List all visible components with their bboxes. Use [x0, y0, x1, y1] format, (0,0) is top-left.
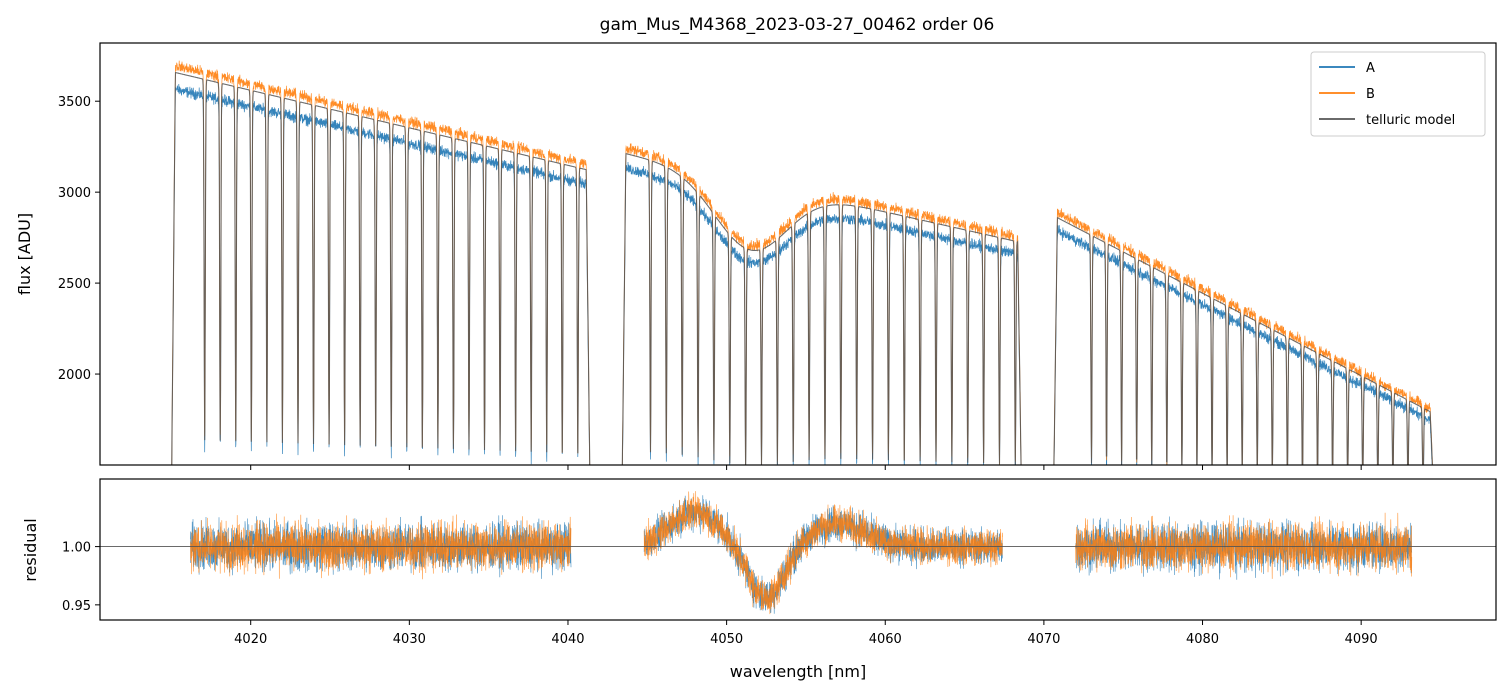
residual-y-tick-label: 0.95 [62, 599, 91, 614]
flux-panel: 2000 2500 3000 3500 flux [ADU] A B telluric… [15, 42, 1497, 470]
residual-axes-frame [99, 478, 1497, 621]
flux-y-tick-label: 2000 [58, 368, 91, 383]
residual-x-tick-label: 4060 [869, 632, 902, 647]
legend-label-telluric: telluric model [1366, 113, 1455, 128]
residual-x-tick-label: 4040 [551, 632, 584, 647]
flux-series-group [171, 60, 1433, 465]
residual-panel: 0.95 1.00 4020 4030 4040 4050 4060 4070 4080 409… [21, 478, 1497, 681]
residual-y-ticks: 0.95 1.00 [62, 541, 100, 614]
flux-y-tick-label: 2500 [58, 277, 91, 292]
flux-axes-frame [99, 42, 1497, 466]
flux-y-ticks: 2000 2500 3000 3500 [58, 95, 100, 383]
x-axis-label: wavelength [nm] [730, 662, 867, 681]
flux-series-telluric-model-segment-1 [621, 152, 1022, 465]
chart-title: gam_Mus_M4368_2023-03-27_00462 order 06 [600, 15, 995, 35]
legend-label-a: A [1366, 61, 1375, 76]
flux-x-ticks [250, 465, 1362, 470]
flux-y-tick-label: 3500 [58, 95, 91, 110]
residual-series-b-segment-1 [643, 491, 1003, 615]
residual-x-tick-label: 4030 [393, 632, 426, 647]
legend-label-b: B [1366, 87, 1375, 102]
residual-x-tick-label: 4020 [234, 632, 267, 647]
residual-series-b-segment-2 [1075, 512, 1413, 579]
residual-series-group [190, 491, 1413, 615]
residual-y-axis-label: residual [21, 518, 40, 581]
flux-y-axis-label: flux [ADU] [15, 213, 34, 295]
residual-x-tick-label: 4070 [1027, 632, 1060, 647]
flux-series-b-segment-0 [171, 60, 591, 465]
residual-y-tick-label: 1.00 [62, 541, 91, 556]
residual-x-tick-label: 4050 [710, 632, 743, 647]
legend-frame [1310, 51, 1486, 137]
flux-series-a-segment-0 [171, 83, 590, 465]
flux-series-telluric-model-segment-2 [1053, 217, 1433, 465]
flux-y-tick-label: 3000 [58, 186, 91, 201]
residual-x-tick-label: 4090 [1345, 632, 1378, 647]
flux-series-b-segment-1 [621, 143, 1022, 465]
flux-series-telluric-model-segment-0 [171, 71, 591, 465]
residual-x-tick-label: 4080 [1186, 632, 1219, 647]
residual-x-ticks: 4020 4030 4040 4050 4060 4070 4080 4090 [234, 620, 1378, 647]
legend: A B telluric model [1310, 51, 1486, 137]
flux-series-a-segment-2 [1053, 225, 1433, 465]
flux-series-a-segment-1 [622, 161, 1022, 465]
residual-series-b-segment-0 [190, 513, 572, 580]
